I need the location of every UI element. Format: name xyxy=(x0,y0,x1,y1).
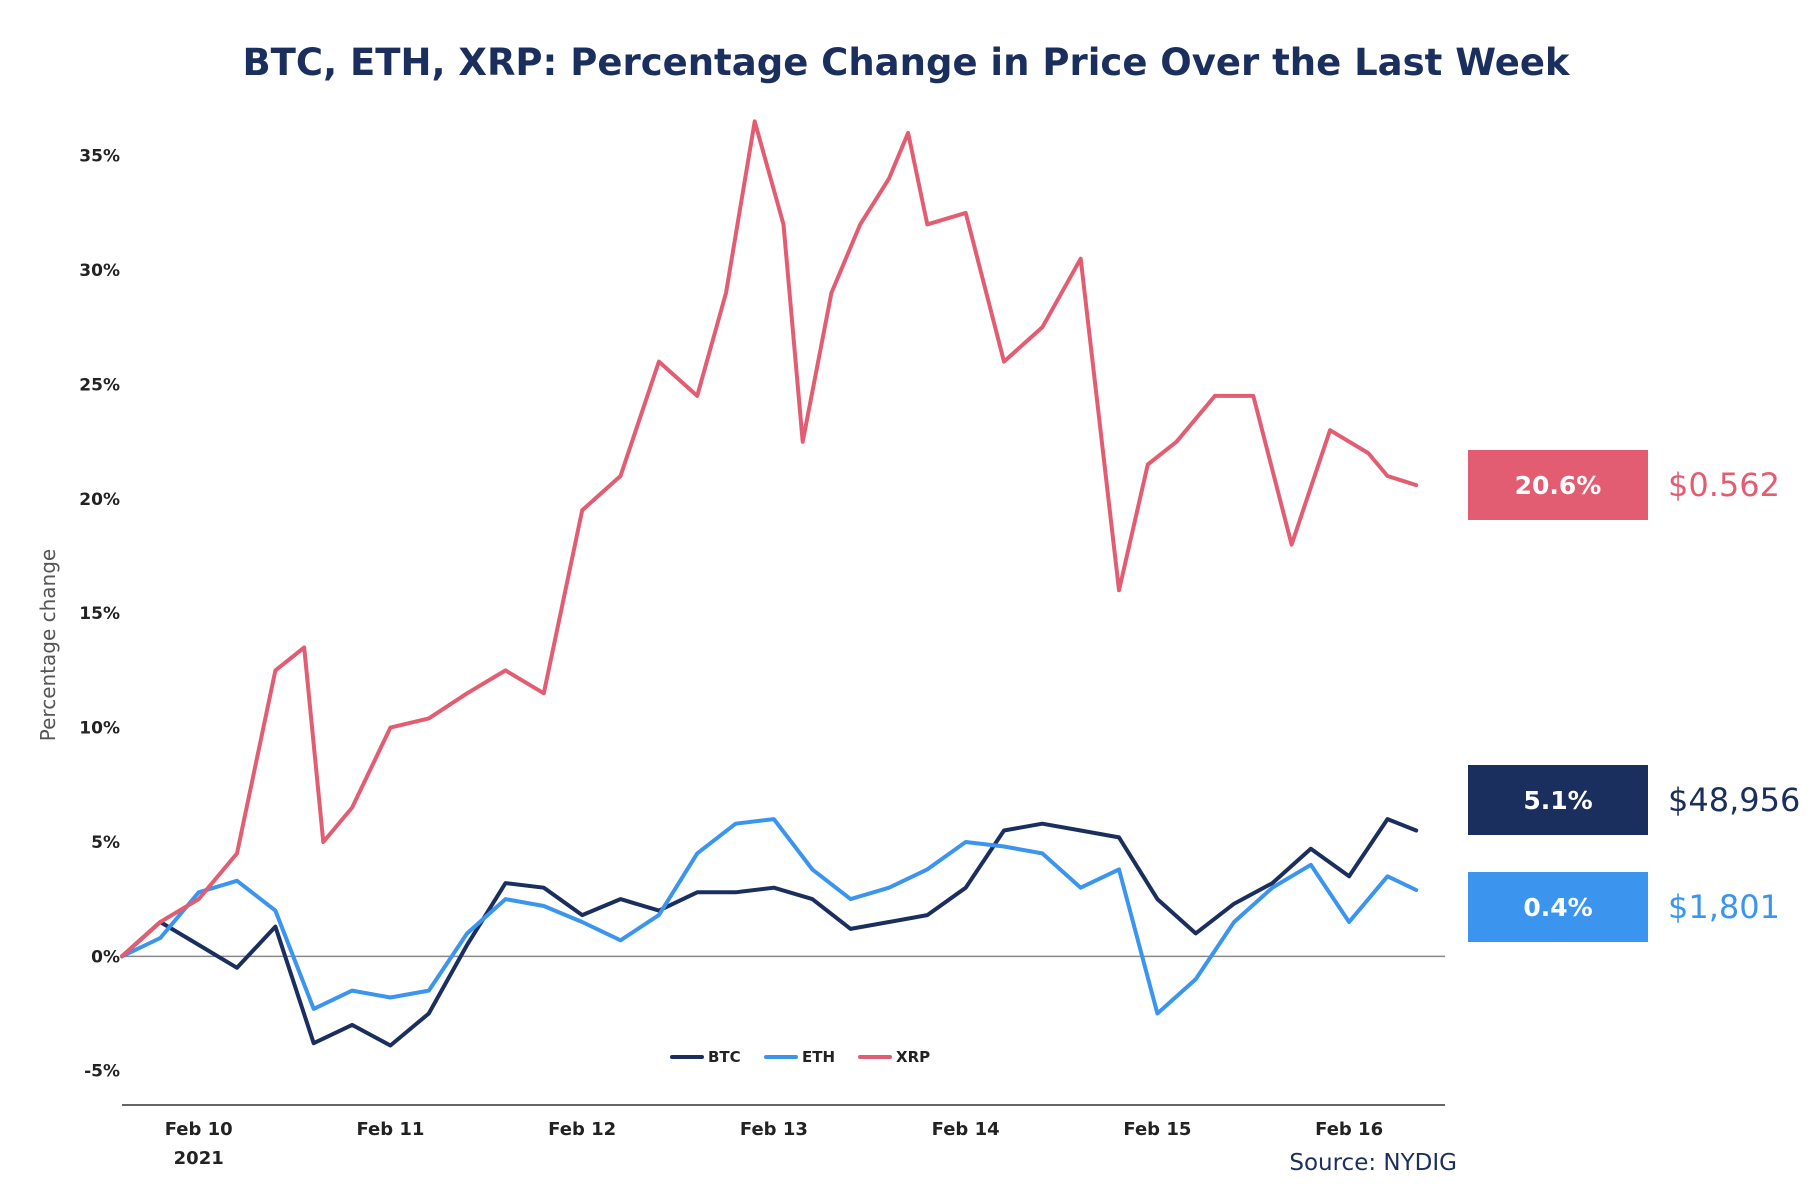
badge-value-btc: 5.1% xyxy=(1523,786,1592,815)
series-line-btc xyxy=(120,817,1419,1048)
y-tick-label: 15% xyxy=(79,604,120,624)
badge-eth xyxy=(1468,872,1648,942)
y-tick-label: 20% xyxy=(79,490,120,510)
y-tick-label: 5% xyxy=(91,833,120,853)
y-tick-label: -5% xyxy=(84,1062,120,1082)
legend-label-btc: BTC xyxy=(708,1048,741,1066)
price-label-eth: $1,801 xyxy=(1668,888,1780,926)
source-note: Source: NYDIG xyxy=(1289,1150,1457,1176)
chart-title: BTC, ETH, XRP: Percentage Change in Pric… xyxy=(242,41,1570,84)
end-value-badges: 5.1% $48,956 0.4% $1,801 20.6% $0.562 xyxy=(1468,450,1800,942)
x-tick-label: Feb 13 xyxy=(740,1119,808,1140)
x-axis: Feb 10 Feb 11 Feb 12 Feb 13 Feb 14 Feb 15 Feb … xyxy=(122,1104,1445,1169)
x-tick-label: Feb 10 xyxy=(165,1119,233,1140)
x-tick-label: Feb 15 xyxy=(1123,1119,1191,1140)
badge-xrp xyxy=(1468,450,1648,520)
series-line-xrp xyxy=(120,119,1419,959)
y-tick-label: 10% xyxy=(79,719,120,739)
x-tick-sublabel: 2021 xyxy=(174,1148,224,1169)
legend: BTC ETH XRP xyxy=(670,1048,930,1066)
badge-value-xrp: 20.6% xyxy=(1515,471,1602,500)
x-tick-label: Feb 14 xyxy=(932,1119,1000,1140)
series-line-eth xyxy=(120,817,1419,1016)
legend-label-xrp: XRP xyxy=(896,1048,930,1066)
price-label-btc: $48,956 xyxy=(1668,781,1800,819)
x-tick-label: Feb 16 xyxy=(1315,1119,1383,1140)
badge-value-eth: 0.4% xyxy=(1523,893,1592,922)
y-axis-label: Percentage change xyxy=(36,549,60,741)
price-label-xrp: $0.562 xyxy=(1668,466,1780,504)
y-tick-label: 35% xyxy=(79,147,120,167)
legend-label-eth: ETH xyxy=(802,1048,835,1066)
y-tick-labels: -5% 0% 5% 10% 15% 20% 25% 30% 35% xyxy=(79,147,120,1082)
y-tick-label: 0% xyxy=(91,947,120,967)
y-tick-label: 30% xyxy=(79,261,120,281)
x-tick-label: Feb 11 xyxy=(356,1119,424,1140)
badge-btc xyxy=(1468,765,1648,835)
series-lines xyxy=(120,119,1419,1048)
x-tick-label: Feb 12 xyxy=(548,1119,616,1140)
y-tick-label: 25% xyxy=(79,375,120,395)
